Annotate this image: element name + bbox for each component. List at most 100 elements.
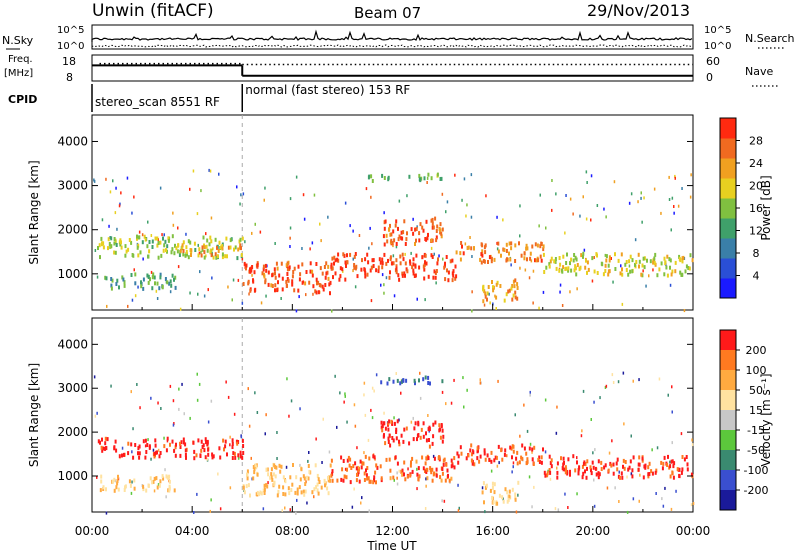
echo-point — [417, 466, 420, 471]
echo-point — [604, 386, 607, 389]
echo-point — [464, 242, 467, 246]
echo-point — [327, 475, 329, 480]
echo-point — [383, 421, 386, 426]
echo-point — [147, 483, 150, 488]
echo-point — [379, 464, 382, 469]
echo-point — [422, 434, 425, 439]
y-tick-label: 3000 — [57, 381, 88, 395]
echo-point — [378, 257, 381, 262]
echo-point — [406, 474, 409, 479]
echo-point — [606, 486, 609, 490]
echo-point — [315, 290, 318, 295]
echo-point — [372, 264, 375, 268]
echo-point — [648, 472, 651, 476]
echo-point — [621, 267, 623, 272]
echo-point — [278, 273, 281, 278]
echo-point — [328, 475, 331, 480]
echo-point — [102, 446, 105, 451]
echo-point — [433, 471, 436, 476]
echo-point — [354, 461, 357, 466]
echo-point — [263, 274, 266, 279]
echo-point — [210, 498, 212, 502]
echo-point — [367, 260, 370, 265]
echo-point — [434, 275, 437, 280]
echo-point — [389, 443, 392, 448]
echo-point — [540, 258, 543, 263]
echo-point — [449, 259, 452, 264]
echo-point — [519, 234, 521, 238]
echo-point — [333, 261, 335, 266]
echo-point — [405, 378, 408, 383]
echo-point — [450, 476, 453, 481]
echo-point — [458, 506, 460, 510]
echo-point — [306, 475, 309, 480]
echo-point — [266, 467, 269, 472]
echo-point — [182, 437, 185, 442]
echo-point — [189, 291, 191, 295]
echo-point — [411, 265, 414, 270]
echo-point — [370, 265, 373, 270]
echo-point — [163, 243, 166, 248]
echo-point — [233, 451, 236, 456]
echo-point — [242, 451, 245, 455]
echo-point — [399, 381, 402, 386]
echo-point — [227, 395, 230, 399]
echo-point — [362, 461, 365, 466]
echo-point — [454, 264, 457, 269]
colorbar-swatch — [720, 278, 736, 299]
echo-point — [510, 446, 513, 451]
echo-point — [377, 265, 380, 270]
echo-point — [435, 229, 438, 233]
echo-point — [576, 456, 578, 460]
echo-point — [151, 239, 154, 244]
echo-point — [330, 264, 333, 269]
echo-point — [285, 465, 288, 469]
echo-point — [98, 243, 101, 248]
echo-point — [627, 467, 630, 472]
echo-point — [482, 285, 485, 290]
echo-point — [134, 294, 137, 298]
echo-point — [653, 187, 656, 191]
echo-point — [205, 254, 207, 258]
echo-point — [610, 257, 612, 260]
echo-point — [668, 175, 670, 179]
echo-point — [550, 458, 553, 463]
echo-point — [395, 242, 398, 246]
echo-point — [351, 505, 354, 509]
echo-point — [354, 252, 357, 256]
echo-point — [566, 471, 569, 476]
echo-point — [211, 276, 213, 280]
echo-point — [318, 480, 321, 484]
echo-point — [187, 239, 190, 244]
echo-point — [685, 264, 688, 269]
echo-point — [197, 253, 200, 258]
echo-point — [642, 475, 645, 480]
echo-point — [344, 392, 346, 396]
echo-point — [559, 283, 562, 287]
echo-point — [616, 467, 619, 472]
echo-point — [353, 403, 356, 407]
echo-point — [101, 241, 103, 246]
echo-point — [381, 257, 384, 262]
echo-point — [138, 235, 141, 240]
echo-point — [147, 438, 149, 442]
echo-point — [628, 465, 631, 470]
echo-point — [397, 273, 400, 278]
nsky-label: N.Sky — [2, 34, 34, 47]
echo-point — [169, 442, 171, 447]
echo-point — [340, 477, 343, 482]
echo-point — [666, 463, 669, 467]
echo-point — [444, 478, 447, 483]
echo-point — [670, 228, 672, 232]
echo-point — [210, 399, 213, 403]
echo-point — [539, 244, 542, 249]
echo-point — [203, 250, 206, 255]
echo-point — [204, 437, 207, 442]
echo-point — [245, 263, 248, 268]
echo-point — [318, 283, 321, 287]
echo-point — [484, 457, 487, 462]
echo-point — [325, 271, 328, 276]
echo-point — [246, 469, 249, 474]
